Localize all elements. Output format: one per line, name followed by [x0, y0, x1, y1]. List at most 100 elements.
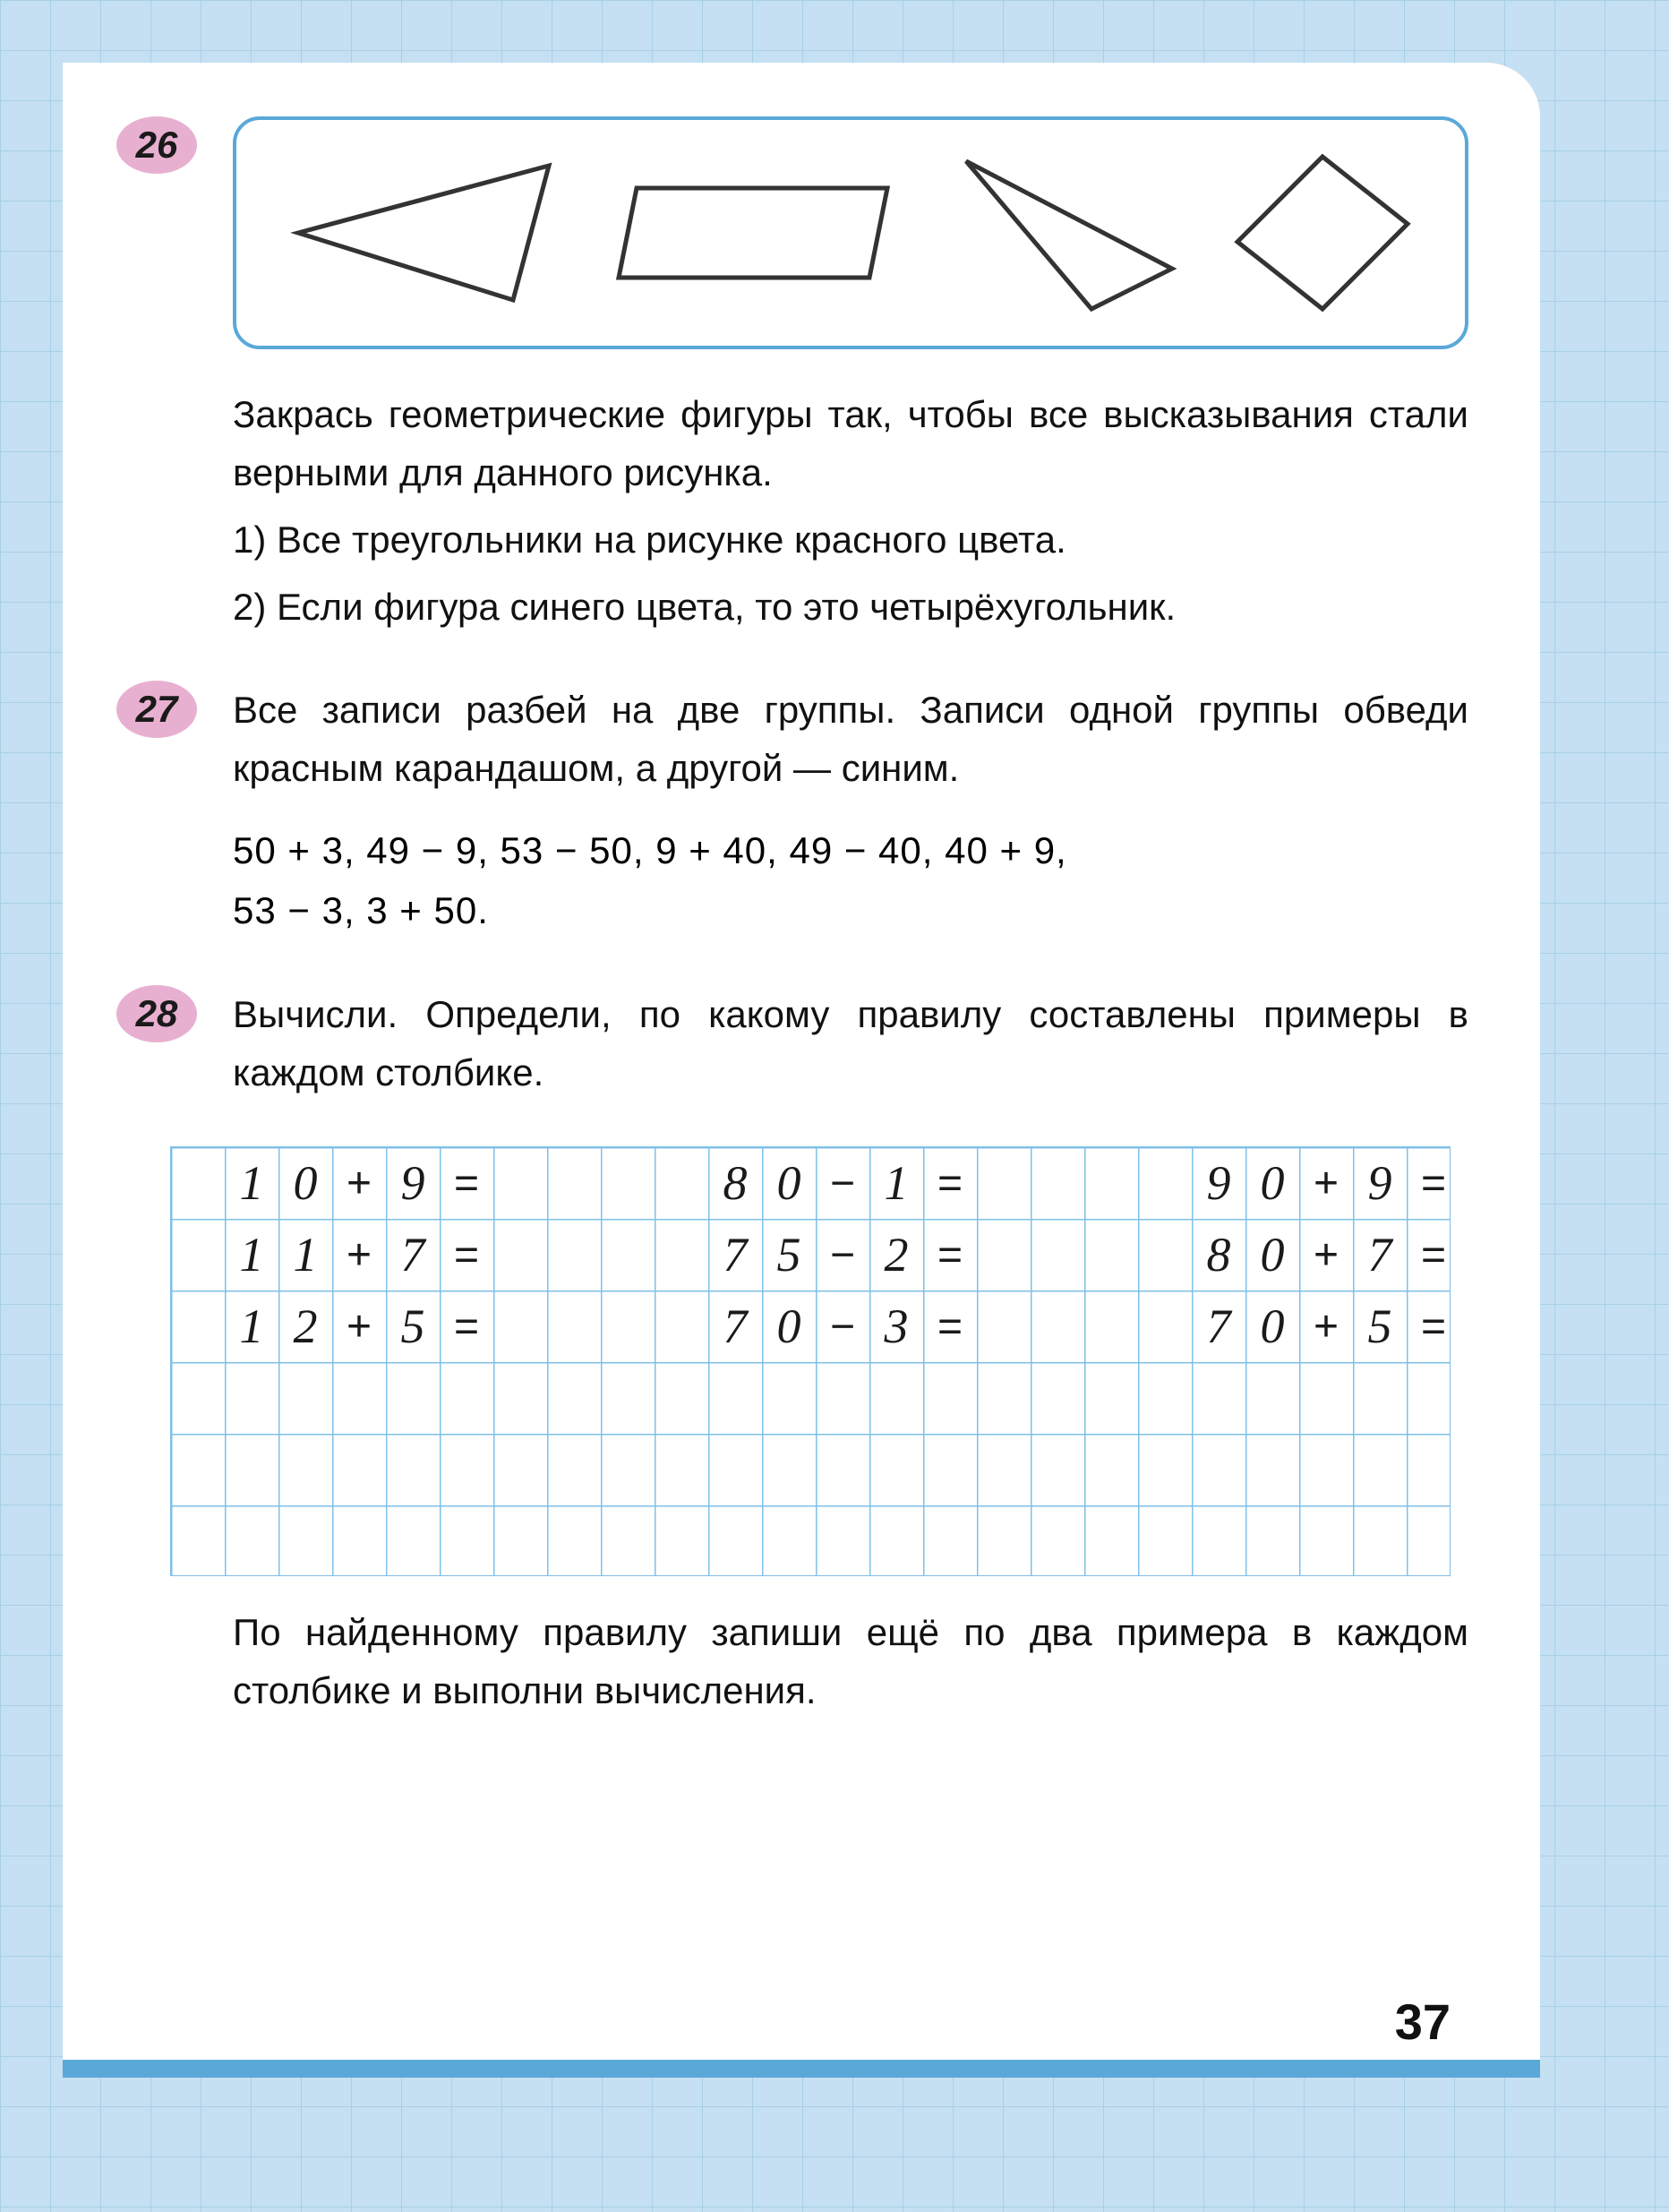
grid-cell: +: [332, 1219, 386, 1290]
shapes-box: [233, 116, 1468, 349]
grid-problem-row: 12+5=: [225, 1290, 547, 1362]
handwritten-char: 0: [1261, 1299, 1285, 1354]
grid-cell: 0: [278, 1147, 332, 1219]
grid-cell: 7: [708, 1290, 762, 1362]
handwritten-char: =: [937, 1230, 963, 1280]
exercise-number: 27: [136, 688, 178, 731]
expressions-line-1: 50 + 3, 49 − 9, 53 − 50, 9 + 40, 49 − 40…: [233, 820, 1468, 880]
grid-cell: 3: [869, 1290, 923, 1362]
exercise-27-text: Все записи разбей на две группы. Записи …: [233, 681, 1468, 797]
grid-cell: =: [1407, 1290, 1460, 1362]
grid-cell: =: [1407, 1147, 1460, 1219]
diamond-icon: [1224, 143, 1421, 322]
grid-problem-row: 10 +9 =: [225, 1147, 547, 1219]
grid-cell: 2: [278, 1290, 332, 1362]
handwritten-char: 7: [401, 1227, 425, 1282]
handwritten-char: +: [1314, 1302, 1339, 1351]
grid-cell: 0: [1245, 1290, 1299, 1362]
grid-cell: 9: [1353, 1147, 1407, 1219]
handwritten-char: =: [454, 1230, 479, 1280]
exercise-28-body: Вычисли. Определи, по какому правилу сос…: [233, 985, 1468, 1102]
grid-cell: 0: [762, 1147, 816, 1219]
grid-cell: 0: [762, 1290, 816, 1362]
exercise-26-intro: Закрась геометрические фигуры так, чтобы…: [233, 385, 1468, 502]
grid-cell: 9: [1192, 1147, 1245, 1219]
grid-cell: =: [440, 1147, 493, 1219]
grid-cell: 8: [1192, 1219, 1245, 1290]
handwritten-char: 9: [401, 1155, 425, 1211]
handwritten-char: =: [454, 1302, 479, 1351]
handwritten-char: +: [1314, 1230, 1339, 1280]
grid-cell: 1: [225, 1219, 278, 1290]
math-grid: 10+9=11+7=12+5=80−1=75−2=70−3=90+9=80+7=…: [170, 1146, 1451, 1576]
handwritten-char: 9: [1368, 1155, 1392, 1211]
exercise-28-text: Вычисли. Определи, по какому правилу сос…: [233, 985, 1468, 1102]
handwritten-char: 0: [777, 1299, 801, 1354]
handwritten-char: −: [830, 1302, 855, 1351]
handwritten-char: 7: [1207, 1299, 1231, 1354]
handwritten-char: 0: [1261, 1227, 1285, 1282]
handwritten-char: +: [347, 1230, 372, 1280]
handwritten-char: +: [347, 1302, 372, 1351]
rectangle-icon: [601, 161, 905, 304]
grid-cell: =: [923, 1147, 977, 1219]
grid-cell: 1: [278, 1219, 332, 1290]
expressions-line-2: 53 − 3, 3 + 50.: [233, 880, 1468, 940]
handwritten-char: 1: [240, 1227, 264, 1282]
grid-cell: +: [1299, 1290, 1353, 1362]
handwritten-char: 1: [294, 1227, 318, 1282]
grid-cell: =: [1407, 1219, 1460, 1290]
grid-cell: =: [440, 1219, 493, 1290]
handwritten-char: +: [1314, 1159, 1339, 1208]
grid-cell: −: [816, 1219, 869, 1290]
exercise-27-body: Все записи разбей на две группы. Записи …: [233, 681, 1468, 797]
grid-cell: =: [923, 1219, 977, 1290]
grid-problem-row: 11 +7 =: [225, 1219, 547, 1290]
handwritten-char: +: [347, 1159, 372, 1208]
grid-cell: 1: [225, 1147, 278, 1219]
handwritten-char: =: [937, 1159, 963, 1208]
handwritten-char: 7: [723, 1227, 748, 1282]
grid-cell: +: [332, 1290, 386, 1362]
handwritten-char: =: [1421, 1159, 1446, 1208]
grid-cell: 0: [1245, 1147, 1299, 1219]
exercise-number: 28: [136, 992, 178, 1035]
handwritten-char: −: [830, 1230, 855, 1280]
exercise-28-content: Вычисли. Определи, по какому правилу сос…: [233, 985, 1468, 1102]
grid-cell: 8: [708, 1147, 762, 1219]
grid-cell: 2: [869, 1219, 923, 1290]
handwritten-char: 1: [240, 1299, 264, 1354]
grid-cell: 7: [1192, 1290, 1245, 1362]
handwritten-char: =: [1421, 1230, 1446, 1280]
grid-cell: =: [440, 1290, 493, 1362]
grid-cell: 5: [1353, 1290, 1407, 1362]
grid-problem-row: 70 +5 =: [1192, 1290, 1514, 1362]
exercise-number-badge: 27: [116, 681, 197, 738]
grid-cell: −: [816, 1290, 869, 1362]
grid-cell: 1: [225, 1290, 278, 1362]
exercise-27-content: Все записи разбей на две группы. Записи …: [233, 681, 1468, 940]
exercise-27: 27 Все записи разбей на две группы. Запи…: [116, 681, 1468, 940]
exercise-27-expressions: 50 + 3, 49 − 9, 53 − 50, 9 + 40, 49 − 40…: [233, 820, 1468, 940]
handwritten-char: 8: [723, 1155, 748, 1211]
grid-problem-row: 80−1 =: [708, 1147, 1031, 1219]
handwritten-char: 5: [1368, 1299, 1392, 1354]
triangle-right-icon: [939, 143, 1190, 322]
handwritten-char: 1: [240, 1155, 264, 1211]
exercise-26: 26 Закрас: [116, 116, 1468, 636]
handwritten-char: −: [830, 1159, 855, 1208]
handwritten-char: 0: [1261, 1155, 1285, 1211]
exercise-28: 28 Вычисли. Определи, по какому правилу …: [116, 985, 1468, 1102]
grid-problem-row: 75−2=: [708, 1219, 1031, 1290]
grid-problem-row: 70−3=: [708, 1290, 1031, 1362]
handwritten-char: =: [454, 1159, 479, 1208]
exercise-28-after-text: По найденному правилу запиши ещё по два …: [233, 1603, 1468, 1719]
exercise-number-badge: 28: [116, 985, 197, 1042]
grid-cell: +: [1299, 1219, 1353, 1290]
page: 26 Закрас: [63, 63, 1540, 2078]
handwritten-char: 1: [885, 1155, 909, 1211]
handwritten-char: 2: [885, 1227, 909, 1282]
exercise-26-content: Закрась геометрические фигуры так, чтобы…: [233, 116, 1468, 636]
outer-background: 26 Закрас: [0, 0, 1669, 2212]
grid-cell: +: [332, 1147, 386, 1219]
